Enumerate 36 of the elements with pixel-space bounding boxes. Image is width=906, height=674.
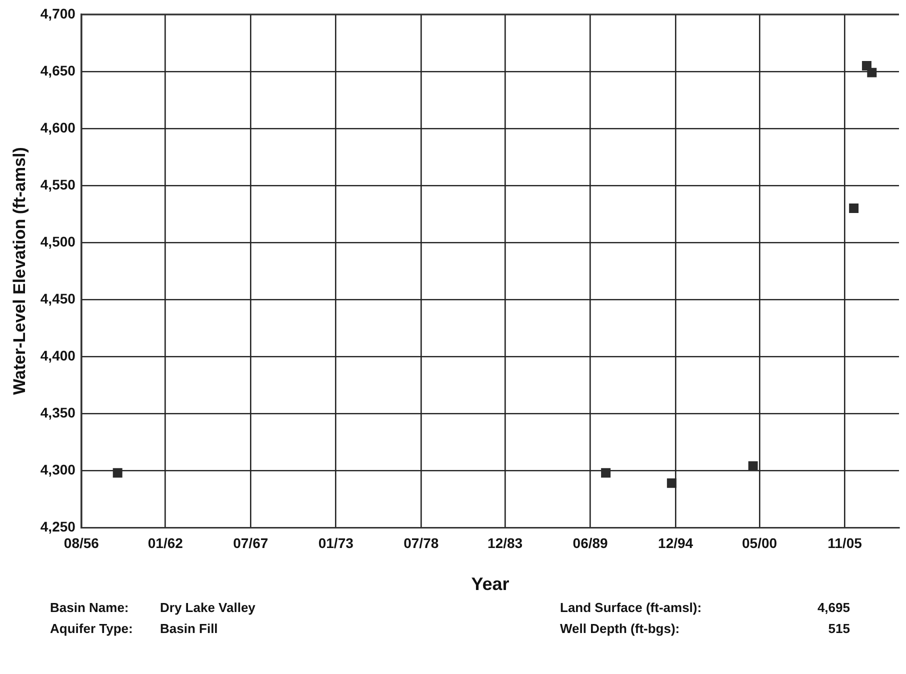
- x-tick-label: 08/56: [64, 534, 100, 551]
- text: Land Surface (ft-amsl):: [560, 600, 703, 615]
- x-tick-label: 01/73: [318, 534, 354, 551]
- x-tick-label: 12/83: [488, 534, 523, 551]
- point: [748, 461, 758, 471]
- point: [601, 468, 611, 478]
- text: Well Depth (ft-bgs):: [560, 621, 681, 636]
- x-axis-title: Year: [471, 574, 510, 594]
- text: Aquifer Type:: [50, 621, 134, 636]
- point: [112, 468, 122, 478]
- y-tick-label: 4,250: [40, 518, 76, 534]
- text: Basin Name:: [50, 600, 130, 615]
- y-tick-label: 4,650: [40, 62, 76, 78]
- x-tick-label: 05/00: [742, 534, 778, 551]
- y-tick-label: 4,700: [40, 5, 76, 22]
- x-tick-label: 07/78: [404, 534, 439, 551]
- y-tick-label: 4,500: [40, 233, 76, 250]
- x-tick-label: 12/94: [658, 534, 694, 551]
- y-tick-label: 4,450: [40, 290, 76, 306]
- y-tick-label: 4,350: [40, 404, 76, 420]
- point: [666, 478, 676, 488]
- point: [867, 68, 877, 78]
- y-tick-label: 4,600: [40, 119, 76, 136]
- text: 515: [827, 621, 850, 636]
- y-axis-title: Water-Level Elevation (ft-amsl): [10, 147, 29, 395]
- y-tick-label: 4,550: [40, 176, 76, 192]
- x-tick-label: 07/67: [233, 534, 268, 551]
- text: Basin Fill: [160, 621, 219, 636]
- text: 4,695: [816, 600, 850, 615]
- y-tick-label: 4,400: [40, 347, 76, 364]
- x-tick-label: 11/05: [828, 534, 862, 551]
- point: [849, 204, 859, 214]
- x-tick-label: 06/89: [572, 534, 608, 551]
- x-tick-label: 01/62: [148, 534, 184, 551]
- y-tick-label: 4,300: [40, 461, 76, 478]
- text: Dry Lake Valley: [160, 600, 256, 615]
